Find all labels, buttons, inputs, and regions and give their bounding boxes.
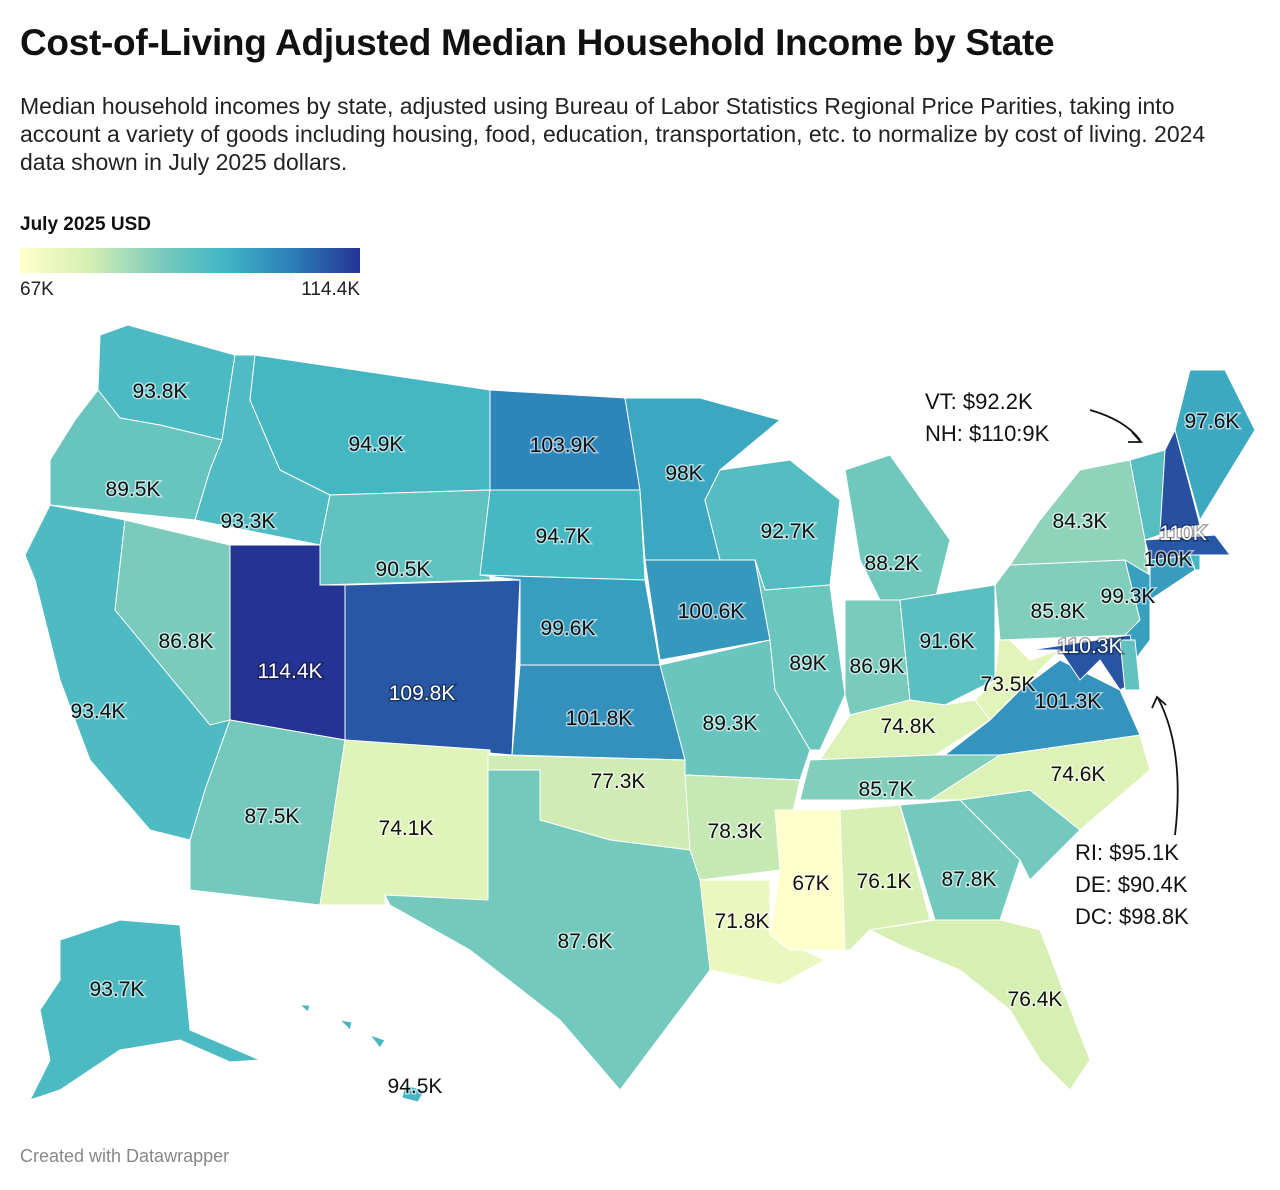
annotation-arrow-vt-nh [1089, 409, 1141, 441]
state-value-label: 93.7K [90, 978, 145, 1001]
state-value-label: 109.8K [389, 682, 456, 705]
state-value-label: 110.3K [1058, 635, 1123, 658]
state-value-label: 74.6K [1051, 763, 1106, 786]
state-la[interactable] [699, 879, 827, 986]
state-ma[interactable] [1144, 534, 1231, 561]
state-value-label: 114.4K [258, 660, 323, 683]
state-value-label: 85.7K [859, 778, 914, 801]
state-value-label: 78.3K [708, 820, 763, 843]
state-ak[interactable] [29, 919, 261, 1101]
state-value-label: 76.1K [857, 870, 912, 893]
state-hi[interactable] [298, 1004, 311, 1013]
state-mi[interactable] [844, 454, 951, 601]
annotation-line: VT: $92.2K [925, 389, 1033, 414]
state-value-label: 99.6K [541, 617, 596, 640]
state-value-label: 88.2K [865, 552, 920, 575]
arrow-head-icon [1151, 695, 1167, 709]
state-value-label: 103.9K [530, 434, 597, 457]
state-value-label: 67K [792, 872, 829, 895]
state-nv[interactable] [114, 519, 231, 726]
state-value-label: 93.4K [71, 700, 126, 723]
state-value-label: 86.9K [850, 655, 905, 678]
state-fl[interactable] [868, 919, 1091, 1091]
state-co[interactable] [344, 579, 521, 756]
state-value-label: 85.8K [1031, 600, 1086, 623]
state-me[interactable] [1174, 369, 1256, 522]
state-value-label: 101.3K [1035, 690, 1102, 713]
state-value-label: 100.6K [678, 600, 745, 623]
annotation-ri-de-dc: RI: $95.1K DE: $90.4K DC: $98.8K [1075, 837, 1189, 933]
state-value-label: 94.9K [349, 433, 404, 456]
state-tx[interactable] [384, 769, 711, 1091]
state-value-label: 101.8K [566, 707, 633, 730]
state-value-label: 87.6K [558, 930, 613, 953]
legend-min-label: 67K [20, 279, 54, 300]
annotation-line: NH: $110:9K [925, 421, 1050, 446]
state-value-label: 99.3K [1101, 585, 1156, 608]
state-oh[interactable] [899, 584, 996, 706]
annotation-arrow-ri-de-dc [1157, 697, 1179, 836]
state-value-label: 84.3K [1053, 510, 1108, 533]
state-value-label: 97.6K [1185, 410, 1240, 433]
annotation-vt-nh: VT: $92.2K NH: $110:9K [925, 386, 1049, 450]
state-value-label: 94.5K [388, 1075, 443, 1098]
state-hi[interactable] [401, 1084, 426, 1103]
legend-title: July 2025 USD [20, 214, 151, 235]
state-value-label: 110K [1159, 522, 1207, 545]
state-ar[interactable] [684, 774, 801, 881]
state-value-label: 87.5K [245, 805, 300, 828]
state-hi[interactable] [368, 1034, 386, 1049]
arrow-head-icon [1128, 431, 1144, 443]
state-value-label: 74.1K [379, 817, 434, 840]
state-hi[interactable] [338, 1019, 353, 1031]
state-value-label: 87.8K [942, 868, 997, 891]
state-value-label: 100K [1143, 548, 1192, 571]
state-value-label: 76.4K [1008, 988, 1063, 1011]
state-value-label: 77.3K [591, 770, 646, 793]
state-value-label: 94.7K [536, 525, 591, 548]
state-value-label: 90.5K [376, 558, 431, 581]
state-value-label: 73.5K [981, 673, 1036, 696]
state-value-label: 86.8K [159, 630, 214, 653]
annotation-line: DE: $90.4K [1075, 872, 1188, 897]
state-value-label: 93.8K [133, 380, 188, 403]
state-value-label: 91.6K [920, 630, 975, 653]
state-nh[interactable] [1159, 428, 1201, 533]
state-value-label: 89K [789, 652, 826, 675]
legend-color-bar [20, 248, 360, 273]
state-value-label: 93.3K [221, 510, 276, 533]
state-value-label: 89.5K [106, 478, 161, 501]
state-vt[interactable] [1129, 449, 1166, 541]
state-il[interactable] [754, 559, 846, 751]
subtitle: Median household incomes by state, adjus… [20, 93, 1206, 175]
footer-credit: Created with Datawrapper [20, 1146, 230, 1166]
state-wv[interactable] [974, 628, 1061, 721]
state-value-label: 89.3K [703, 712, 758, 735]
page-title: Cost-of-Living Adjusted Median Household… [20, 22, 1055, 63]
state-value-label: 74.8K [881, 715, 936, 738]
state-wy[interactable] [319, 489, 491, 586]
state-value-label: 92.7K [761, 520, 816, 543]
annotation-line: RI: $95.1K [1075, 840, 1179, 865]
state-de[interactable] [1119, 639, 1141, 691]
state-value-label: 98K [665, 462, 702, 485]
legend-max-label: 114.4K [301, 279, 360, 300]
state-value-label: 71.8K [715, 910, 770, 933]
annotation-line: DC: $98.8K [1075, 904, 1189, 929]
